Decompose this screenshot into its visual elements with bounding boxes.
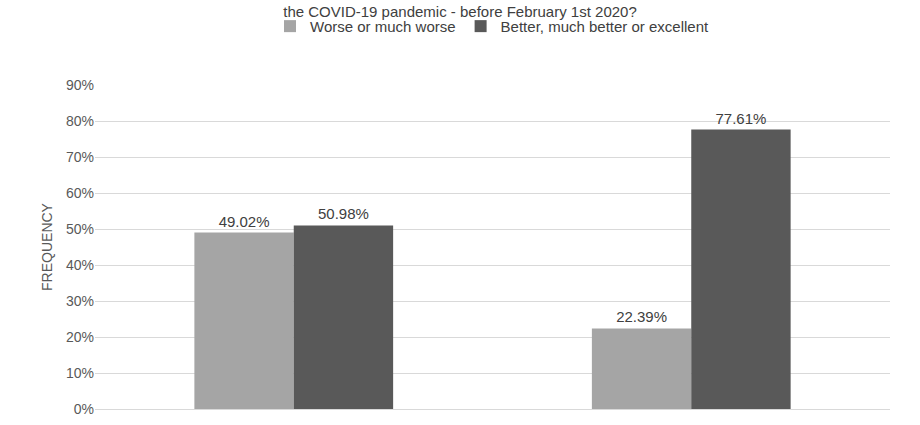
svg-text:30%: 30% — [66, 293, 94, 309]
svg-text:FREQUENCY: FREQUENCY — [39, 202, 55, 291]
svg-text:70%: 70% — [66, 149, 94, 165]
svg-text:22.39%: 22.39% — [616, 308, 667, 325]
svg-text:80%: 80% — [66, 113, 94, 129]
svg-text:50%: 50% — [66, 221, 94, 237]
svg-text:the COVID-19 pandemic - before: the COVID-19 pandemic - before February … — [283, 3, 637, 20]
svg-text:10%: 10% — [66, 365, 94, 381]
svg-text:50.98%: 50.98% — [318, 205, 369, 222]
svg-text:Worse or much worse: Worse or much worse — [310, 18, 456, 35]
svg-text:49.02%: 49.02% — [219, 213, 270, 230]
svg-text:40%: 40% — [66, 257, 94, 273]
svg-text:Better, much better or excelle: Better, much better or excellent — [501, 18, 709, 35]
svg-text:20%: 20% — [66, 329, 94, 345]
svg-text:77.61%: 77.61% — [716, 110, 767, 127]
svg-text:0%: 0% — [74, 401, 94, 417]
svg-text:90%: 90% — [66, 77, 94, 93]
svg-text:60%: 60% — [66, 185, 94, 201]
